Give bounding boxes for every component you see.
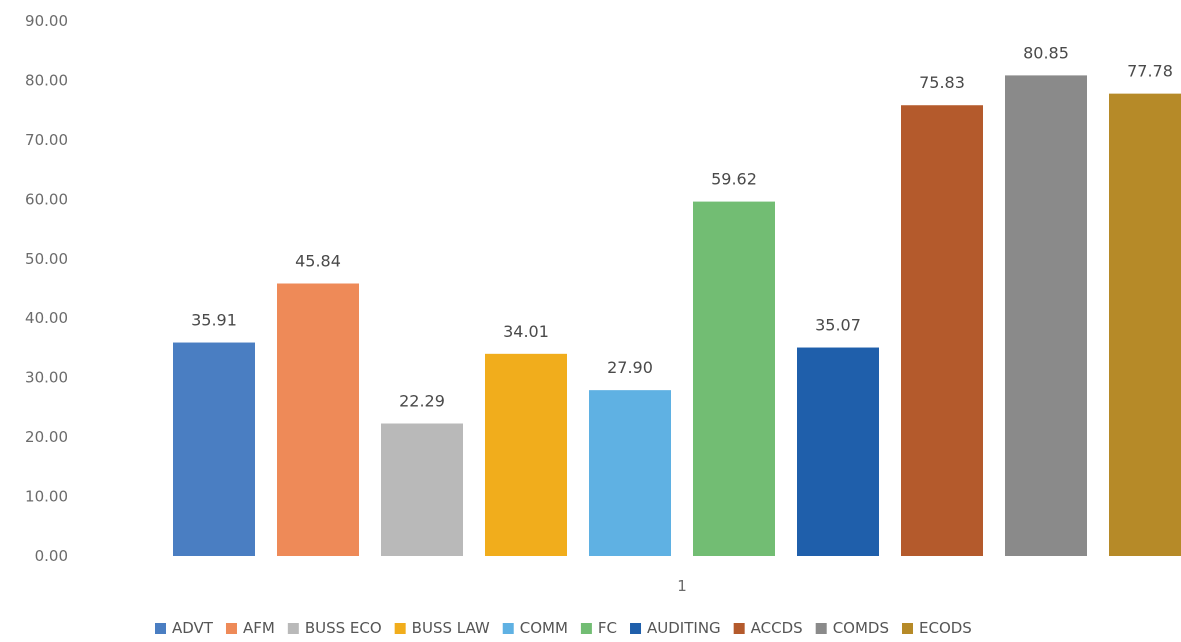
y-tick-label: 70.00: [25, 131, 68, 149]
legend-swatch: [155, 623, 166, 634]
bar-comds: [1005, 75, 1087, 557]
bars: [173, 75, 1181, 557]
x-category-label: 1: [677, 577, 687, 595]
legend: ADVT AFM BUSS ECO BUSS LAW COMM FC AUDITING ACC…: [155, 619, 972, 637]
legend-swatch: [580, 623, 592, 634]
legend-swatch: [815, 623, 827, 634]
bar-comm: [589, 390, 671, 556]
legend-swatch: [502, 623, 514, 634]
y-tick-label: 90.00: [25, 12, 68, 30]
y-tick-label: 20.00: [25, 428, 68, 446]
legend-swatch: [902, 623, 913, 634]
bar-ecods: [1109, 93, 1181, 556]
y-tick-label: 50.00: [25, 250, 68, 268]
legend-label: AUDITING: [647, 619, 721, 637]
bar-auditing: [797, 347, 879, 556]
y-tick-label: 10.00: [25, 488, 68, 506]
legend-label: COMM: [520, 619, 568, 637]
legend-label: COMDS: [833, 619, 889, 637]
legend-swatch: [394, 623, 406, 634]
y-tick-label: 60.00: [25, 190, 68, 208]
y-axis-ticks: 0.00 10.00 20.00 30.00 40.00 50.00 60.00 70.00 8…: [25, 12, 68, 565]
legend-label: ECODS: [919, 619, 972, 637]
data-label: 35.07: [815, 316, 861, 335]
data-label: 77.78: [1127, 62, 1173, 81]
legend-label: AFM: [243, 619, 275, 637]
legend-swatch: [225, 623, 237, 634]
data-labels: 35.91 45.84 22.29 34.01 27.90 59.62 35.07 75.83…: [191, 43, 1173, 410]
legend-label: BUSS LAW: [412, 619, 490, 637]
data-label: 75.83: [919, 73, 965, 92]
legend-label: ACCDS: [751, 619, 803, 637]
bar-fc: [693, 201, 775, 556]
legend-swatch: [630, 623, 642, 634]
data-label: 27.90: [607, 358, 653, 377]
legend-swatch: [733, 623, 745, 634]
y-tick-label: 30.00: [25, 369, 68, 387]
legend-label: FC: [598, 619, 617, 637]
legend-swatch: [287, 623, 299, 634]
data-label: 80.85: [1023, 43, 1069, 62]
legend-label: ADVT: [172, 619, 214, 637]
data-label: 34.01: [503, 322, 549, 341]
data-label: 45.84: [295, 252, 341, 271]
y-tick-label: 80.00: [25, 71, 68, 89]
bar-afm: [277, 283, 359, 556]
y-tick-label: 0.00: [35, 547, 68, 565]
bar-buss-eco: [381, 423, 463, 556]
data-label: 22.29: [399, 391, 445, 410]
y-tick-label: 40.00: [25, 309, 68, 327]
bar-accds: [901, 105, 983, 556]
data-label: 59.62: [711, 170, 757, 189]
bar-buss-law: [485, 353, 567, 556]
data-label: 35.91: [191, 311, 237, 330]
bar-advt: [173, 342, 255, 556]
legend-label: BUSS ECO: [305, 619, 382, 637]
